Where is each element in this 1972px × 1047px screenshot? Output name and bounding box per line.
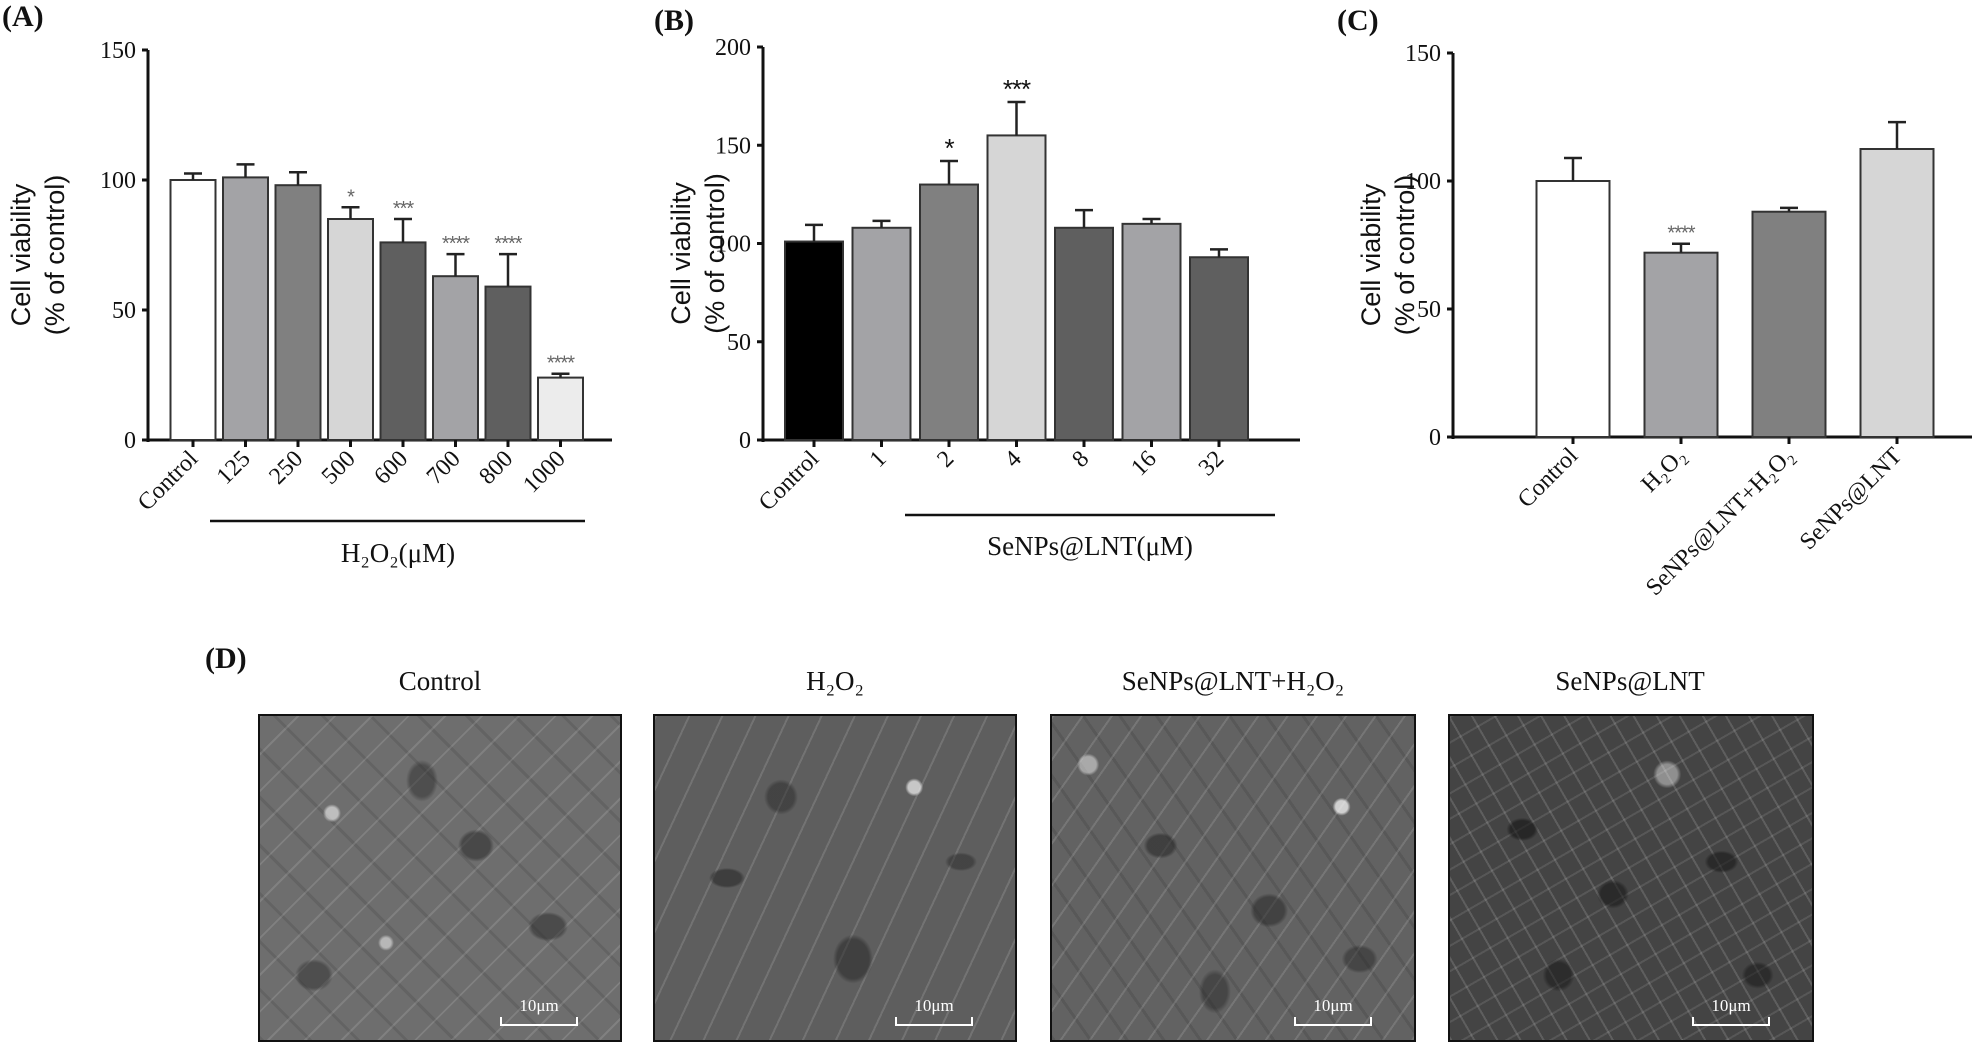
bar (986, 134, 1047, 442)
bar (537, 376, 584, 442)
x-tick-label: 800 (474, 446, 518, 490)
y-tick-label: 100 (1405, 169, 1441, 195)
bar (1189, 256, 1249, 441)
bar (1643, 251, 1719, 438)
bar (1121, 222, 1182, 441)
micrograph-senps: 10μm (1448, 714, 1814, 1042)
panel-label-d: (D) (205, 642, 247, 675)
y-tick-label: 50 (727, 330, 751, 356)
micrograph-h2o2: 10μm (653, 714, 1017, 1042)
x-tick-label: H₂O₂ (1637, 443, 1692, 498)
bar (327, 218, 374, 441)
x-tick-label: 8 (1067, 446, 1094, 473)
bar (1859, 148, 1935, 438)
y-tick-label: 50 (1417, 297, 1441, 323)
bar (169, 179, 217, 441)
y-tick-label: 50 (112, 298, 136, 324)
bar (919, 183, 979, 441)
significance-marker: * (347, 186, 355, 208)
scale-bar: 10μm (500, 996, 578, 1026)
x-tick-label: 700 (422, 446, 466, 490)
scale-bar: 10μm (895, 996, 973, 1026)
significance-marker: **** (1667, 223, 1695, 245)
scale-bar-label: 10μm (914, 996, 954, 1015)
scale-bar-label: 10μm (1313, 996, 1353, 1015)
micrograph-title-senps-h2o2: SeNPs@LNT+H₂O₂ (1121, 666, 1345, 696)
x-tick-label: Control (133, 446, 203, 516)
bar (274, 184, 322, 441)
significance-marker: **** (494, 233, 522, 255)
bar (851, 226, 912, 441)
y-tick-label: 100 (715, 232, 751, 258)
y-axis-label: (% of control) (40, 175, 70, 336)
scale-bar-label: 10μm (519, 996, 559, 1015)
bar (379, 241, 427, 441)
significance-marker: *** (393, 198, 415, 220)
y-tick-label: 150 (100, 38, 136, 64)
scale-bar: 10μm (1692, 996, 1770, 1026)
bar (784, 240, 844, 441)
bar (1751, 210, 1827, 438)
significance-marker: * (944, 133, 954, 163)
y-tick-label: 0 (739, 428, 751, 454)
significance-marker: **** (442, 233, 470, 255)
y-axis-label: Cell viability (6, 183, 36, 326)
x-tick-label: 600 (369, 446, 413, 490)
panel-label-b: (B) (654, 4, 694, 37)
group-label: H₂O₂(μM) (341, 538, 455, 568)
y-tick-label: 150 (1405, 41, 1441, 67)
x-tick-label: 125 (212, 446, 256, 490)
bar (1535, 180, 1611, 438)
x-tick-label: 2 (932, 446, 959, 473)
y-axis-label: (% of control) (1390, 175, 1420, 336)
significance-marker: *** (1003, 74, 1031, 104)
x-tick-label: 250 (264, 446, 308, 490)
y-tick-label: 200 (715, 35, 751, 61)
scale-bar-label: 10μm (1711, 996, 1751, 1015)
bar (432, 275, 479, 442)
micrograph-title-senps: SeNPs@LNT (1555, 666, 1705, 696)
bar (222, 176, 269, 441)
scale-bar: 10μm (1294, 996, 1372, 1026)
y-axis-label: (% of control) (700, 173, 730, 334)
bar (1054, 226, 1114, 441)
significance-marker: **** (547, 353, 575, 375)
x-tick-label: 4 (1000, 446, 1027, 473)
y-axis-label: Cell viability (1356, 183, 1386, 326)
x-tick-label: Control (754, 446, 824, 516)
y-tick-label: 100 (100, 168, 136, 194)
micrograph-senps-h2o2: 10μm (1050, 714, 1416, 1042)
x-tick-label: SeNPs@LNT (1795, 443, 1908, 556)
micrograph-title-control: Control (398, 666, 482, 696)
x-tick-label: 1 (865, 446, 892, 473)
y-axis-label: Cell viability (666, 182, 696, 325)
x-tick-label: 32 (1194, 446, 1229, 481)
y-tick-label: 150 (715, 133, 751, 159)
x-tick-label: 16 (1126, 446, 1161, 481)
group-label: SeNPs@LNT(μM) (987, 531, 1193, 561)
micrograph-control: 10μm (258, 714, 622, 1042)
panel-label-c: (C) (1337, 4, 1379, 37)
x-tick-label: 500 (317, 446, 361, 490)
y-tick-label: 0 (124, 428, 136, 454)
bar (484, 285, 532, 441)
x-tick-label: Control (1513, 443, 1583, 513)
panel-label-a: (A) (2, 0, 44, 33)
y-tick-label: 0 (1429, 425, 1441, 451)
x-tick-label: 1000 (518, 446, 570, 498)
micrograph-title-h2o2: H₂O₂ (806, 666, 864, 696)
